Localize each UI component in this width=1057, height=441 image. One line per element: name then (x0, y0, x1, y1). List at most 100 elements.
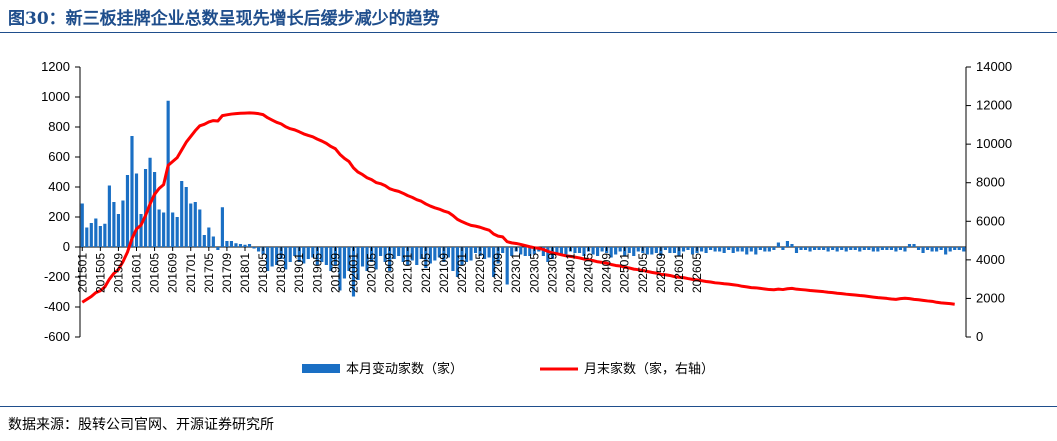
bar (944, 247, 948, 255)
x-tick-label: 202105 (419, 253, 433, 293)
bar (758, 247, 762, 250)
left-tick-label: -400 (44, 299, 70, 314)
bar (749, 247, 753, 252)
bar (767, 247, 771, 252)
bar (487, 247, 491, 258)
bar (374, 247, 378, 270)
bar (668, 247, 672, 253)
bar (107, 185, 111, 247)
bar (907, 244, 912, 247)
x-tick-label: 202305 (527, 253, 541, 293)
bar (614, 247, 618, 255)
bar (297, 247, 301, 262)
bar (582, 247, 586, 256)
bar (794, 247, 799, 253)
bar (369, 247, 374, 262)
bar (306, 247, 310, 259)
bar (510, 247, 514, 256)
bar (356, 247, 360, 280)
bar (238, 244, 243, 247)
bar (885, 247, 889, 250)
bar (916, 247, 921, 250)
legend-bar-label: 本月变动家数（家） (346, 361, 463, 377)
x-tick-label: 201505 (93, 253, 107, 293)
bar (121, 200, 125, 247)
bar (478, 247, 482, 256)
bar (894, 247, 898, 252)
bottom-rule (0, 406, 1057, 407)
bar (727, 247, 731, 250)
bar (134, 173, 139, 247)
bar (740, 247, 744, 252)
bar (898, 247, 903, 250)
bar (469, 247, 473, 261)
legend: 本月变动家数（家） 月末家数（家，右轴） (302, 361, 714, 377)
bar (528, 247, 532, 256)
bar (153, 172, 157, 247)
x-tick-label: 202205 (473, 253, 487, 293)
bar (745, 247, 749, 255)
bar (618, 247, 622, 252)
bar (112, 202, 116, 247)
bar (763, 247, 767, 252)
x-tick-label: 202505 (636, 253, 650, 293)
bar (957, 247, 961, 250)
bar (501, 247, 505, 253)
x-tick-label: 201709 (220, 253, 234, 293)
x-tick-label: 202309 (545, 253, 559, 293)
bar (817, 247, 821, 250)
bar (379, 247, 383, 256)
bar (690, 247, 695, 255)
bar (681, 247, 686, 252)
figure-title: 图30：新三板挂牌企业总数呈现先增长后缓步减少的趋势 (8, 9, 440, 29)
bar (492, 247, 496, 277)
bar (921, 247, 925, 253)
bar (139, 214, 143, 247)
bar (397, 247, 401, 256)
bar (424, 247, 428, 268)
bar (284, 247, 288, 270)
bar (451, 247, 455, 271)
bar (596, 247, 600, 256)
bar (234, 243, 238, 247)
left-tick-label: 0 (63, 239, 70, 254)
bar (645, 247, 649, 255)
bar (654, 247, 658, 253)
bar (541, 247, 545, 256)
bar (175, 217, 179, 247)
bar (627, 247, 631, 253)
bar (591, 247, 595, 255)
bar (279, 247, 283, 259)
bar (844, 247, 848, 252)
bar (460, 247, 464, 265)
bar (266, 247, 270, 271)
bar (383, 247, 387, 262)
bar (871, 247, 875, 252)
bar (442, 247, 446, 262)
left-tick-label: 600 (48, 149, 70, 164)
bar (252, 247, 256, 249)
bar (207, 227, 211, 247)
bar (889, 247, 893, 250)
bar (288, 247, 292, 262)
bar (559, 247, 564, 256)
bar (736, 247, 740, 252)
title-rule (0, 32, 1057, 33)
bar (270, 247, 274, 267)
bar (410, 247, 414, 261)
bar (785, 241, 790, 247)
bar (166, 100, 170, 247)
bar (876, 247, 880, 252)
bar (831, 247, 835, 250)
bar (455, 247, 460, 277)
right-tick-label: 4000 (976, 252, 1005, 267)
bar (189, 203, 193, 247)
right-tick-label: 0 (976, 329, 983, 344)
bar (229, 241, 234, 247)
bar (247, 244, 252, 247)
bar (840, 247, 844, 250)
x-tick-label: 201501 (75, 253, 89, 293)
left-tick-label: 800 (48, 119, 70, 134)
x-tick-label: 201809 (274, 253, 288, 293)
bar (880, 247, 884, 250)
